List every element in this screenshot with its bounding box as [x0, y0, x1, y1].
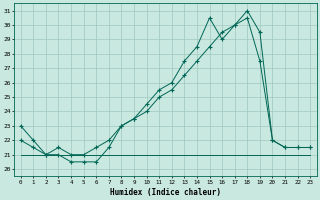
X-axis label: Humidex (Indice chaleur): Humidex (Indice chaleur) [110, 188, 221, 197]
